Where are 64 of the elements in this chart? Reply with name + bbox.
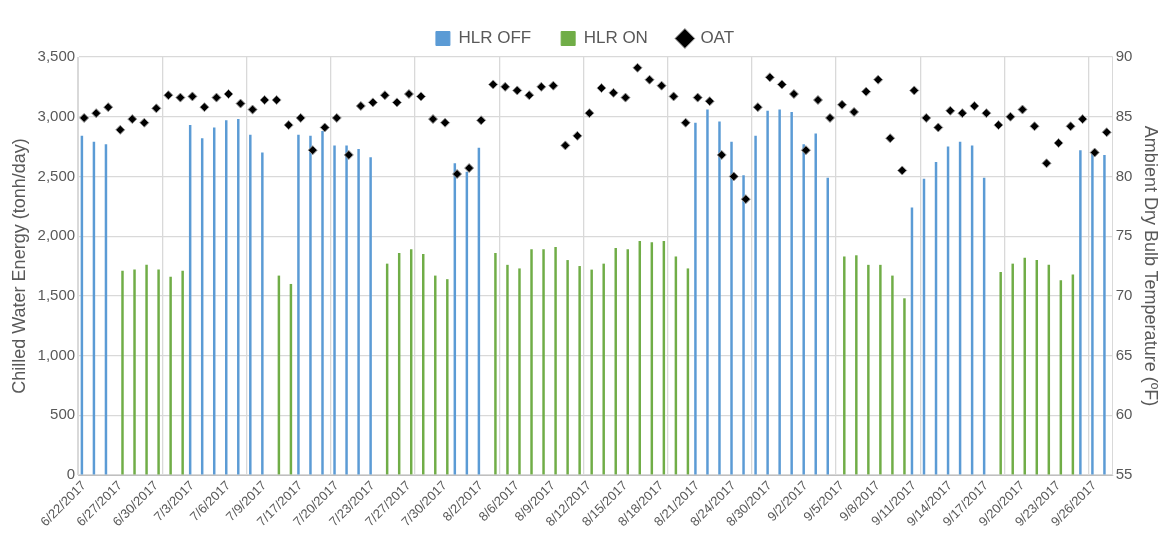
y-tick-label: 2,500 [37, 166, 76, 184]
bar [369, 157, 372, 475]
bar [494, 252, 497, 475]
bar [879, 264, 882, 475]
bar [133, 269, 136, 475]
bar [249, 134, 252, 475]
bar [169, 276, 172, 475]
bar [157, 269, 160, 475]
bar [333, 145, 336, 475]
bar [542, 249, 545, 475]
bar [790, 111, 793, 475]
y-tick-label: 0 [66, 465, 76, 483]
y2-tick-label: 55 [1115, 465, 1133, 483]
bar [706, 109, 709, 475]
y2-tick-label: 70 [1115, 286, 1133, 304]
bar [121, 270, 124, 475]
y2-tick-label: 90 [1115, 47, 1133, 65]
bar [261, 152, 264, 475]
bar [602, 263, 605, 475]
bar [999, 272, 1002, 475]
y-tick-label: 2,000 [37, 226, 76, 244]
y-tick-label: 1,500 [37, 286, 76, 304]
y2-tick-label: 65 [1115, 345, 1133, 363]
bar [903, 298, 906, 475]
bar [554, 246, 557, 475]
bar [814, 133, 817, 475]
bar [145, 264, 148, 475]
y-tick-label: 3,000 [37, 106, 76, 124]
bar [694, 122, 697, 475]
bar [1011, 263, 1014, 475]
bar [754, 135, 757, 475]
y2-tick-label: 80 [1115, 166, 1133, 184]
legend-label: HLR OFF [458, 28, 532, 48]
bar [1103, 154, 1106, 475]
bar [530, 249, 533, 475]
bar [766, 110, 769, 475]
bar [237, 119, 240, 475]
bar [566, 260, 569, 475]
y2-tick-label: 85 [1115, 106, 1133, 124]
y-axis-title: Chilled Water Energy (tonh/day) [8, 138, 29, 394]
y2-tick-label: 75 [1115, 226, 1133, 244]
bar [843, 256, 846, 475]
y-tick-label: 500 [50, 405, 76, 423]
bar [867, 264, 870, 475]
bar [891, 275, 894, 475]
bar [614, 248, 617, 475]
bar [1079, 150, 1082, 475]
bar [855, 255, 858, 475]
bar [518, 268, 521, 475]
bar [297, 134, 300, 475]
legend-label: OAT [700, 28, 735, 48]
bar [434, 275, 437, 475]
bar [590, 269, 593, 475]
bar [578, 266, 581, 475]
y-tick-label: 3,500 [37, 47, 76, 65]
y-tick-label: 1,000 [37, 345, 76, 363]
legend-label: HLR ON [583, 28, 648, 48]
bar [357, 148, 360, 475]
bar [506, 264, 509, 475]
bar [778, 109, 781, 475]
bar [446, 279, 449, 475]
bar [181, 270, 184, 475]
y2-axis-title: Ambient Dry Bulb Temperature (ºF) [1141, 125, 1162, 407]
y2-tick-label: 60 [1115, 405, 1133, 423]
